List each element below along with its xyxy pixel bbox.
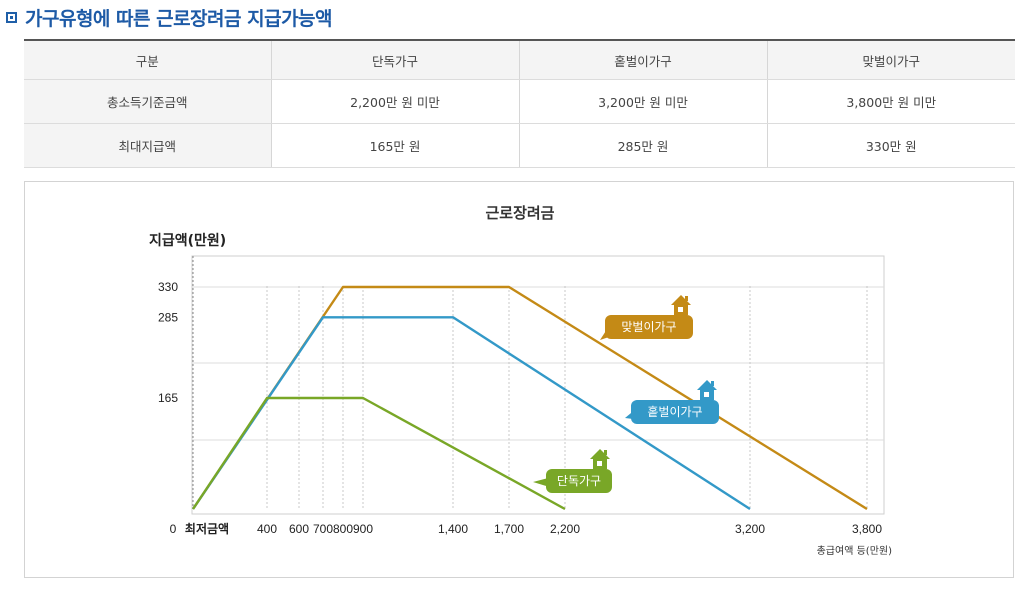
series-name-label: 단독가구 (557, 474, 601, 488)
y-axis-label: 지급액(만원) (149, 232, 226, 249)
column-header-dual-earner: 맞벌이가구 (766, 39, 1015, 80)
table-cell: 330만 원 (766, 123, 1015, 168)
house-chimney (604, 450, 607, 455)
tag-background (605, 315, 693, 339)
section-heading: 가구유형에 따른 근로장려금 지급가능액 (6, 4, 333, 30)
table-row: 총소득기준금액 2,200만 원 미만 3,200만 원 미만 3,800만 원… (24, 79, 1015, 124)
table-cell: 165만 원 (270, 123, 519, 168)
column-header-category: 구분 (24, 39, 271, 80)
series-tag: 단독가구 (533, 449, 612, 493)
house-window (704, 392, 709, 397)
y-tick-label: 165 (158, 391, 178, 405)
section-title: 가구유형에 따른 근로장려금 지급가능액 (25, 7, 333, 30)
table-cell: 3,200만 원 미만 (518, 79, 767, 124)
table-cell: 285만 원 (518, 123, 767, 168)
chart-title: 근로장려금 (485, 204, 554, 222)
house-window (678, 307, 683, 312)
chart-container: 근로장려금 지급액(만원) 총급여액 등(만원) 맞벌이가구 홑벌이가구 단독가구 … (24, 181, 1014, 578)
x-tick-label: 800 (333, 522, 353, 536)
line-chart: 근로장려금 지급액(만원) 총급여액 등(만원) 맞벌이가구홑벌이가구단독가구 … (149, 204, 892, 557)
x-axis-label: 총급여액 등(만원) (817, 545, 892, 557)
row-label: 총소득기준금액 (24, 79, 271, 124)
x-tick-label: 3,800 (852, 522, 882, 536)
column-header-single-earner: 홑벌이가구 (518, 39, 767, 80)
table-cell: 3,800만 원 미만 (766, 79, 1015, 124)
x-tick-label: 3,200 (735, 522, 765, 536)
x-tick-label: 1,700 (494, 522, 524, 536)
series-tag: 홑벌이가구 (625, 380, 719, 424)
x-tick-label: 400 (257, 522, 277, 536)
table-header-row: 구분 단독가구 홑벌이가구 맞벌이가구 (24, 39, 1015, 80)
series-name-label: 홑벌이가구 (647, 405, 702, 419)
x-tick-label: 600 (289, 522, 309, 536)
house-icon (671, 295, 691, 315)
x-origin-label: 0 (170, 522, 177, 536)
x-tick-label: 900 (353, 522, 373, 536)
house-roof (590, 449, 610, 459)
series-layer (192, 285, 868, 511)
house-roof (697, 380, 717, 390)
x-tick-label: 2,200 (550, 522, 580, 536)
x-tick-label: 700 (313, 522, 333, 536)
house-window (597, 461, 602, 466)
tag-background (546, 469, 612, 493)
house-roof (671, 295, 691, 305)
x-tick-label: 1,400 (438, 522, 468, 536)
series-line (192, 396, 566, 511)
plot-area (191, 255, 885, 515)
y-tick-label: 330 (158, 280, 178, 294)
column-header-single: 단독가구 (270, 39, 519, 80)
house-chimney (711, 381, 714, 386)
house-chimney (685, 296, 688, 301)
table-cell: 2,200만 원 미만 (270, 79, 519, 124)
y-tick-label: 285 (158, 310, 178, 324)
tick-labels: 165 285 330 0 최저금액 400 600 700 800 900 1,400 1,700 2… (158, 280, 882, 536)
house-icon (697, 380, 717, 400)
series-name-label: 맞벌이가구 (621, 320, 676, 334)
criteria-table: 구분 단독가구 홑벌이가구 맞벌이가구 총소득기준금액 2,200만 원 미만 … (24, 39, 1015, 168)
square-bullet-icon (6, 11, 17, 23)
series-tag: 맞벌이가구 (600, 295, 693, 340)
x-min-amount-label: 최저금액 (185, 521, 229, 536)
house-icon (590, 449, 610, 469)
table-row: 최대지급액 165만 원 285만 원 330만 원 (24, 123, 1015, 168)
row-label: 최대지급액 (24, 123, 271, 168)
grid-layer (192, 256, 884, 509)
tag-background (631, 400, 719, 424)
